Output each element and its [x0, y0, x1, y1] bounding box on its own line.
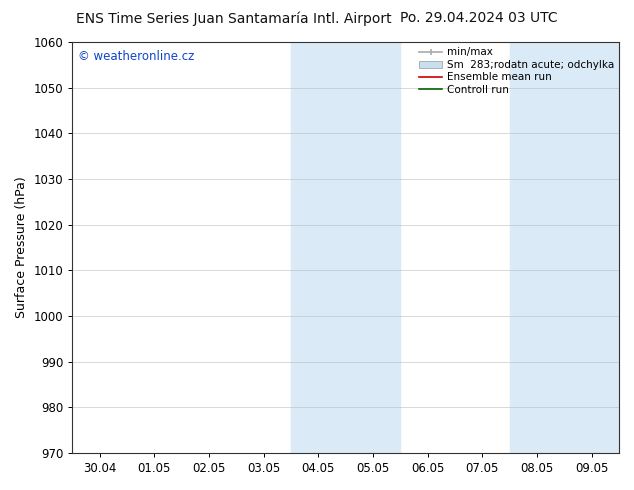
Text: Po. 29.04.2024 03 UTC: Po. 29.04.2024 03 UTC: [400, 11, 558, 25]
Bar: [510, 42, 634, 453]
Text: © weatheronline.cz: © weatheronline.cz: [78, 50, 194, 63]
Legend: min/max, Sm  283;rodatn acute; odchylka, Ensemble mean run, Controll run: min/max, Sm 283;rodatn acute; odchylka, …: [417, 45, 616, 97]
Bar: [291, 42, 400, 453]
Y-axis label: Surface Pressure (hPa): Surface Pressure (hPa): [15, 176, 28, 318]
Text: ENS Time Series Juan Santamaría Intl. Airport: ENS Time Series Juan Santamaría Intl. Ai…: [76, 11, 392, 26]
